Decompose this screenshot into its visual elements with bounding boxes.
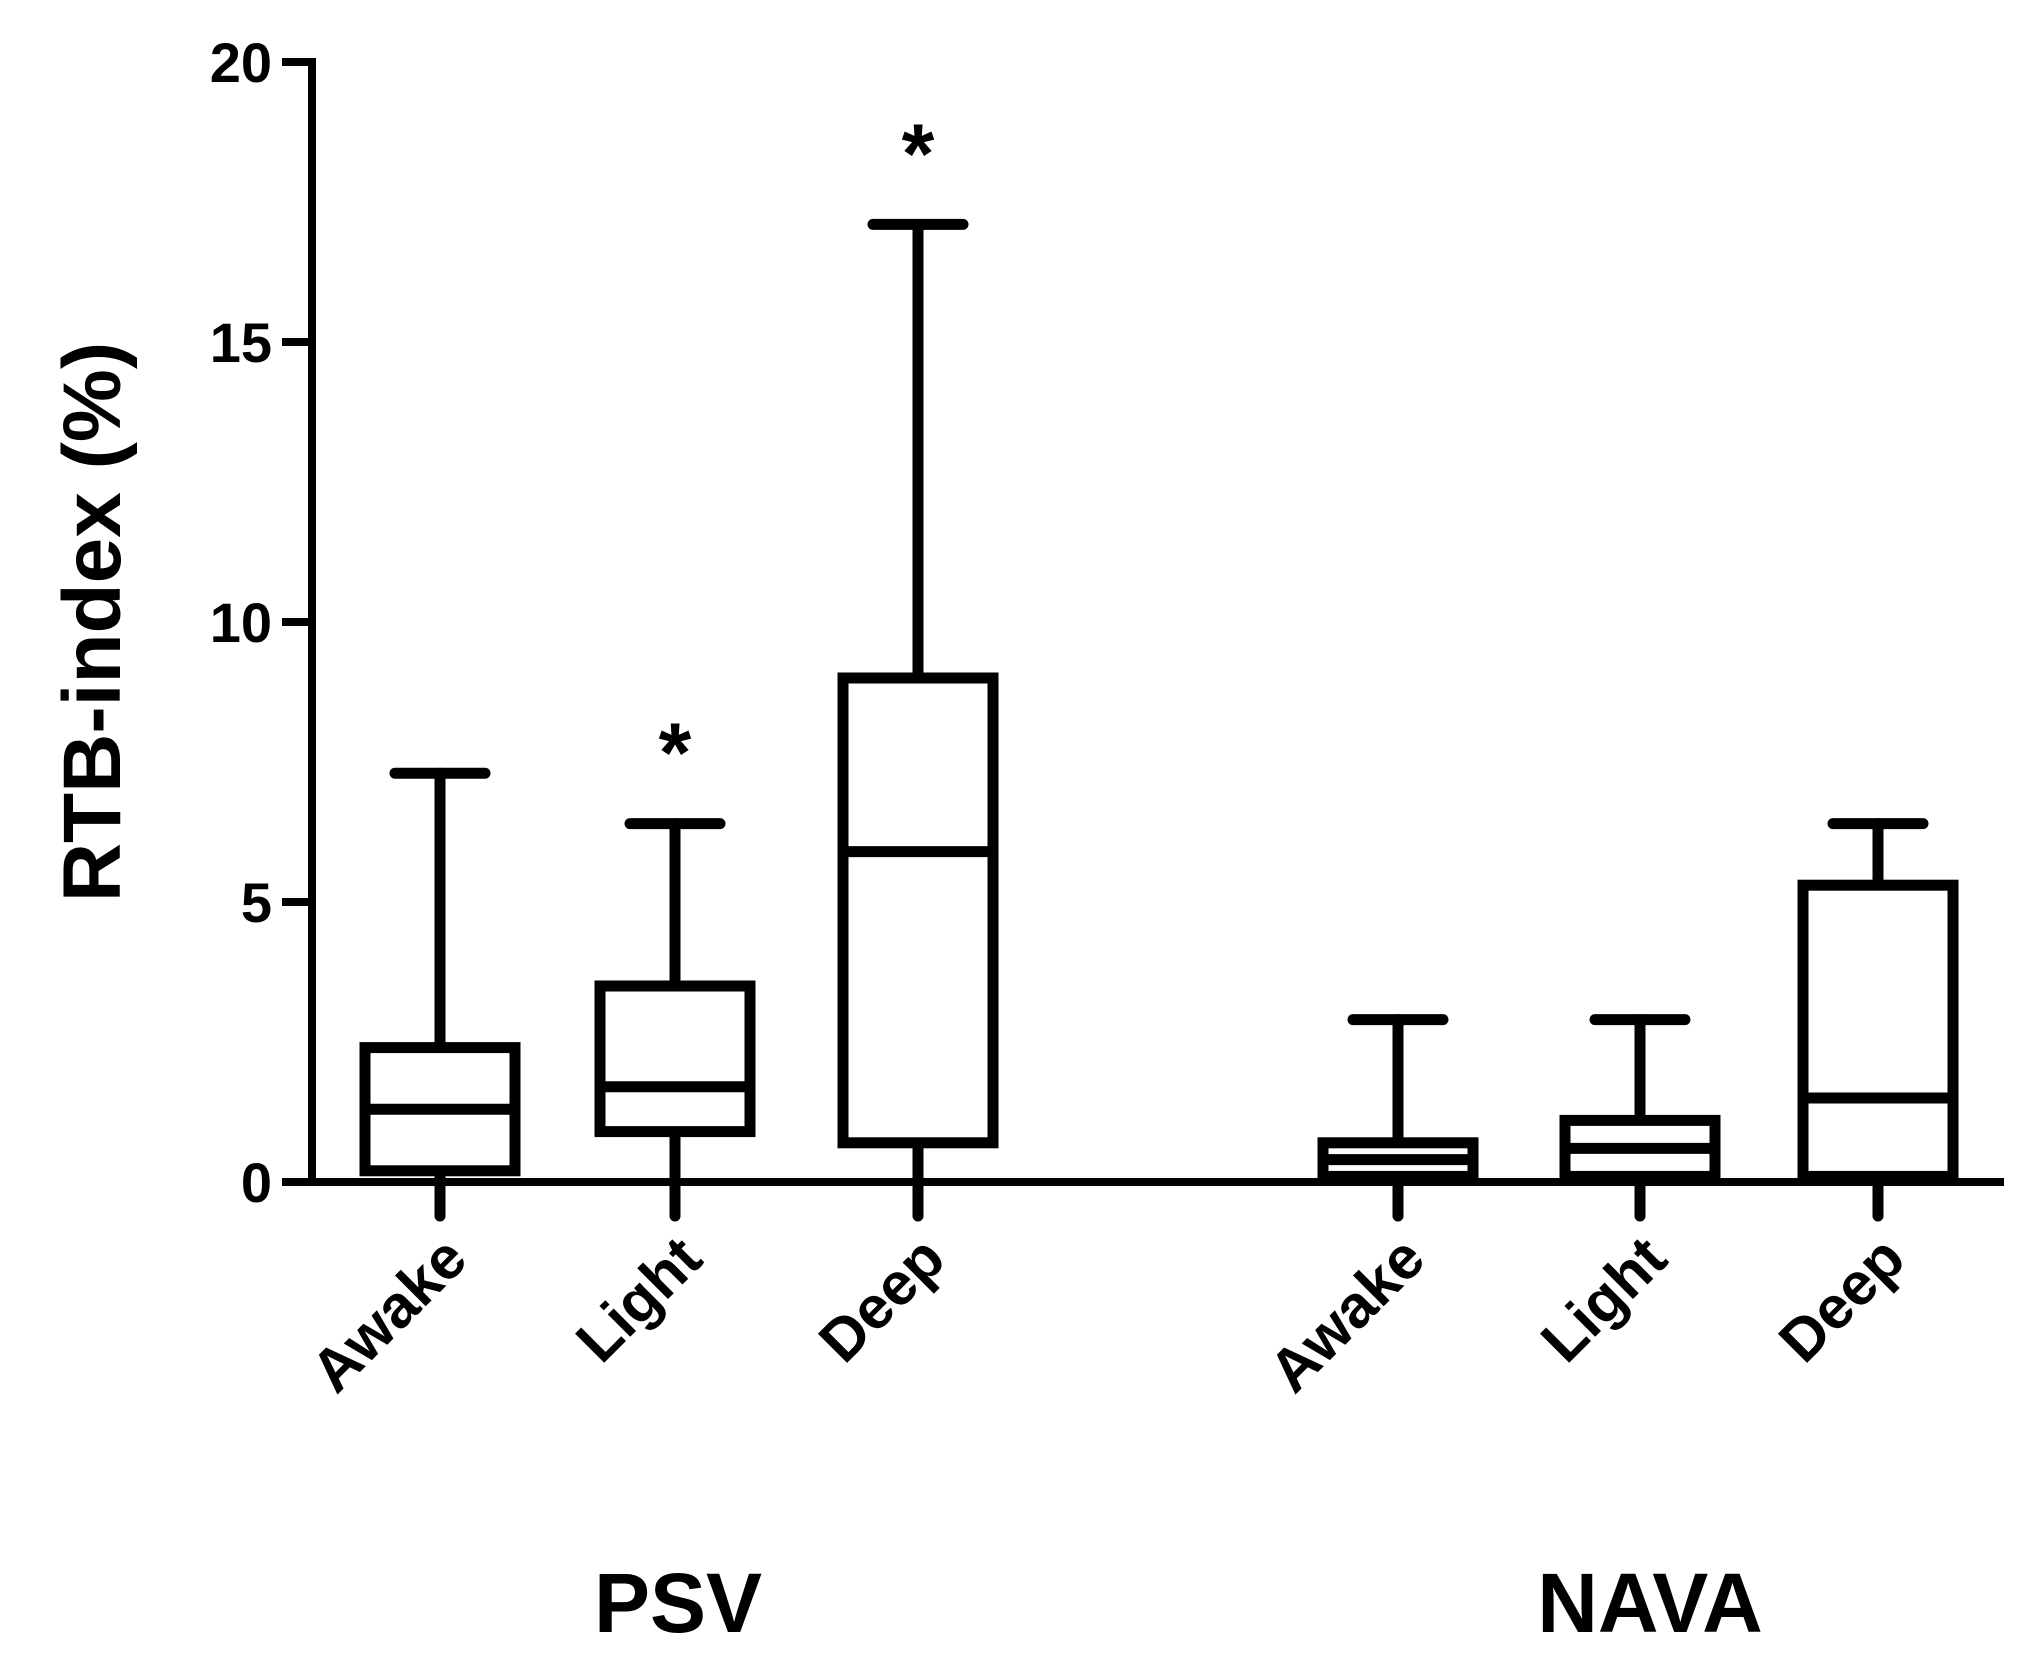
- axes: [308, 58, 2004, 1186]
- y-tick-label: 15: [210, 311, 272, 374]
- box-nava-light: [1559, 1014, 1721, 1222]
- category-label: Awake: [1256, 1224, 1437, 1405]
- box-psv-awake: [359, 767, 521, 1222]
- y-tick-label: 0: [241, 1151, 272, 1214]
- category-label: Awake: [298, 1224, 479, 1405]
- group-label: NAVA: [1537, 1556, 1763, 1650]
- boxes: **: [359, 106, 1959, 1222]
- box-psv-deep: *: [837, 106, 999, 1222]
- iqr-box: [837, 672, 999, 1149]
- significance-marker: *: [659, 706, 692, 800]
- category-label: Deep: [806, 1224, 957, 1375]
- category-label: Light: [563, 1224, 714, 1375]
- category-label: Deep: [1766, 1224, 1917, 1375]
- box-nava-awake: [1317, 1014, 1479, 1222]
- group-labels: PSV NAVA: [594, 1556, 1763, 1650]
- box-psv-light: *: [594, 706, 756, 1222]
- significance-marker: *: [902, 106, 935, 200]
- y-axis-title: RTB-index (%): [47, 342, 138, 902]
- category-label: Light: [1528, 1224, 1679, 1375]
- iqr-box: [594, 980, 756, 1138]
- group-label: PSV: [594, 1556, 762, 1650]
- y-tick-label: 10: [210, 591, 272, 654]
- box-nava-deep: [1797, 818, 1959, 1222]
- y-ticks: 0 5 10 15 20: [210, 31, 316, 1214]
- iqr-box: [1797, 879, 1959, 1182]
- y-tick-label: 20: [210, 31, 272, 94]
- y-tick-label: 5: [241, 871, 272, 934]
- category-labels: Awake Light Deep Awake Light Deep: [298, 1224, 1917, 1405]
